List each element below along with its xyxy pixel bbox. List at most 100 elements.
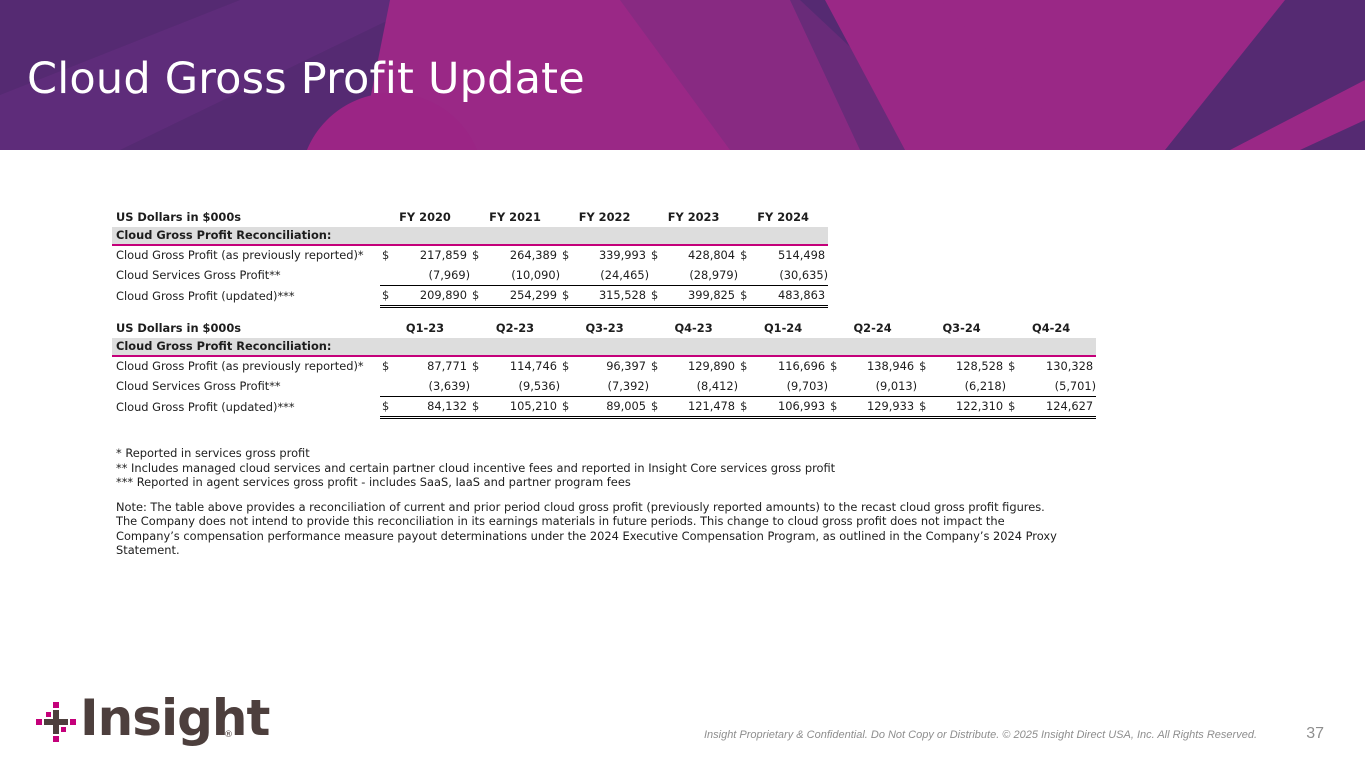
confidentiality-footer: Insight Proprietary & Confidential. Do N… bbox=[703, 729, 1257, 741]
insight-logo: Insight ® bbox=[36, 689, 270, 751]
currency-symbol: $ bbox=[917, 395, 938, 419]
note-line: The Company does not intend to provide t… bbox=[116, 514, 1005, 528]
note-line: Company’s compensation performance measu… bbox=[116, 528, 1057, 543]
currency-symbol bbox=[380, 376, 400, 396]
value-cell: 128,528 bbox=[956, 359, 1004, 374]
value-cell: (9,536) bbox=[518, 378, 561, 393]
value-cell: (3,639) bbox=[428, 378, 471, 393]
currency-symbol: $ bbox=[380, 395, 400, 419]
value-cell: 124,627 bbox=[1026, 395, 1097, 419]
value-cell: (9,013) bbox=[875, 378, 918, 393]
column-header: Q2-24 bbox=[853, 320, 892, 335]
currency-symbol bbox=[380, 265, 400, 285]
currency-symbol bbox=[649, 376, 669, 396]
currency-symbol bbox=[917, 376, 937, 396]
column-header: Q4-24 bbox=[1032, 320, 1071, 335]
currency-symbol bbox=[560, 265, 580, 285]
column-header: Q3-24 bbox=[942, 320, 981, 335]
currency-symbol bbox=[470, 265, 490, 285]
currency-symbol: $ bbox=[649, 284, 670, 308]
footnote: ** Includes managed cloud services and c… bbox=[116, 460, 836, 475]
annual-reconciliation-table: US Dollars in $000s FY 2020 FY 2021 FY 2… bbox=[112, 207, 829, 308]
value-cell: 315,528 bbox=[580, 284, 650, 308]
currency-symbol: $ bbox=[740, 248, 748, 263]
currency-symbol: $ bbox=[470, 284, 491, 308]
row-label: Cloud Services Gross Profit** bbox=[116, 268, 281, 282]
value-cell: 106,993 bbox=[758, 395, 829, 419]
row-label: Cloud Gross Profit (as previously report… bbox=[116, 359, 364, 374]
total-row: Cloud Gross Profit (updated)*** $ 209,89… bbox=[112, 284, 829, 308]
currency-symbol: $ bbox=[382, 248, 390, 263]
row-label: Cloud Services Gross Profit** bbox=[116, 379, 281, 393]
table-row: Cloud Gross Profit (as previously report… bbox=[112, 356, 1096, 377]
currency-symbol: $ bbox=[740, 359, 748, 374]
column-header: Q2-23 bbox=[495, 320, 535, 335]
value-cell: (24,465) bbox=[600, 267, 650, 282]
total-row: Cloud Gross Profit (updated)*** $ 84,132… bbox=[112, 395, 1097, 419]
section-label: Cloud Gross Profit Reconciliation: bbox=[112, 337, 1097, 357]
currency-symbol: $ bbox=[380, 284, 400, 308]
currency-symbol: $ bbox=[738, 395, 759, 419]
note-line: Note: The table above provides a reconci… bbox=[116, 499, 1045, 514]
table-header-row: US Dollars in $000s Q1-23 Q2-23 Q3-23 Q4… bbox=[112, 318, 1096, 338]
value-cell: 483,863 bbox=[758, 284, 829, 308]
value-cell: (10,090) bbox=[511, 267, 561, 282]
currency-symbol: $ bbox=[828, 395, 849, 419]
banner-decoration bbox=[0, 0, 1365, 150]
column-header: Q1-23 bbox=[405, 320, 445, 335]
footnotes: * Reported in services gross profit ** I… bbox=[116, 446, 1076, 558]
value-cell: (28,979) bbox=[689, 267, 739, 282]
value-cell: 399,825 bbox=[669, 284, 739, 308]
currency-symbol: $ bbox=[919, 359, 927, 374]
section-header-row: Cloud Gross Profit Reconciliation: bbox=[112, 337, 1097, 357]
units-label: US Dollars in $000s bbox=[116, 209, 242, 224]
currency-symbol: $ bbox=[1008, 359, 1016, 374]
currency-symbol: $ bbox=[562, 359, 570, 374]
currency-symbol: $ bbox=[830, 359, 838, 374]
value-cell: 121,478 bbox=[669, 395, 739, 419]
column-header: FY 2023 bbox=[667, 209, 720, 224]
footnote: *** Reported in agent services gross pro… bbox=[116, 475, 631, 489]
row-label: Cloud Gross Profit (updated)*** bbox=[116, 399, 295, 414]
currency-symbol bbox=[1006, 376, 1026, 396]
table-header-row: US Dollars in $000s FY 2020 FY 2021 FY 2… bbox=[112, 207, 828, 227]
currency-symbol: $ bbox=[738, 284, 759, 308]
table-row: Cloud Services Gross Profit** (7,969) (1… bbox=[112, 265, 828, 285]
value-cell: 116,696 bbox=[777, 359, 826, 374]
value-cell: 217,859 bbox=[419, 248, 468, 263]
value-cell: 122,310 bbox=[937, 395, 1007, 419]
section-header-row: Cloud Gross Profit Reconciliation: bbox=[112, 226, 829, 246]
value-cell: 264,389 bbox=[509, 248, 558, 263]
value-cell: 428,804 bbox=[687, 248, 736, 263]
value-cell: (5,701) bbox=[1054, 378, 1097, 393]
value-cell: 105,210 bbox=[490, 395, 561, 419]
slide-title: Cloud Gross Profit Update bbox=[27, 54, 585, 104]
value-cell: (7,969) bbox=[428, 267, 471, 282]
currency-symbol: $ bbox=[382, 359, 390, 374]
currency-symbol: $ bbox=[1006, 395, 1027, 419]
currency-symbol: $ bbox=[651, 248, 659, 263]
value-cell: 130,328 bbox=[1046, 359, 1094, 374]
insight-logo-icon bbox=[36, 702, 76, 742]
row-label: Cloud Gross Profit (as previously report… bbox=[116, 248, 364, 263]
value-cell: (30,635) bbox=[779, 267, 829, 282]
column-header: Q4-23 bbox=[674, 320, 713, 335]
table-row: Cloud Services Gross Profit** (3,639) (9… bbox=[112, 376, 1096, 396]
currency-symbol bbox=[738, 376, 758, 396]
currency-symbol: $ bbox=[472, 359, 480, 374]
currency-symbol bbox=[649, 265, 669, 285]
spacer bbox=[116, 490, 1076, 500]
value-cell: 129,933 bbox=[848, 395, 918, 419]
value-cell: 209,890 bbox=[400, 284, 471, 308]
value-cell: 84,132 bbox=[400, 395, 471, 419]
column-header: FY 2022 bbox=[578, 209, 631, 224]
value-cell: 89,005 bbox=[580, 395, 650, 419]
currency-symbol: $ bbox=[560, 395, 581, 419]
column-header: FY 2024 bbox=[757, 209, 809, 224]
value-cell: 254,299 bbox=[490, 284, 561, 308]
value-cell: 339,993 bbox=[598, 248, 647, 263]
currency-symbol: $ bbox=[560, 284, 581, 308]
value-cell: 114,746 bbox=[509, 359, 558, 374]
currency-symbol bbox=[828, 376, 848, 396]
value-cell: (9,703) bbox=[786, 378, 829, 393]
